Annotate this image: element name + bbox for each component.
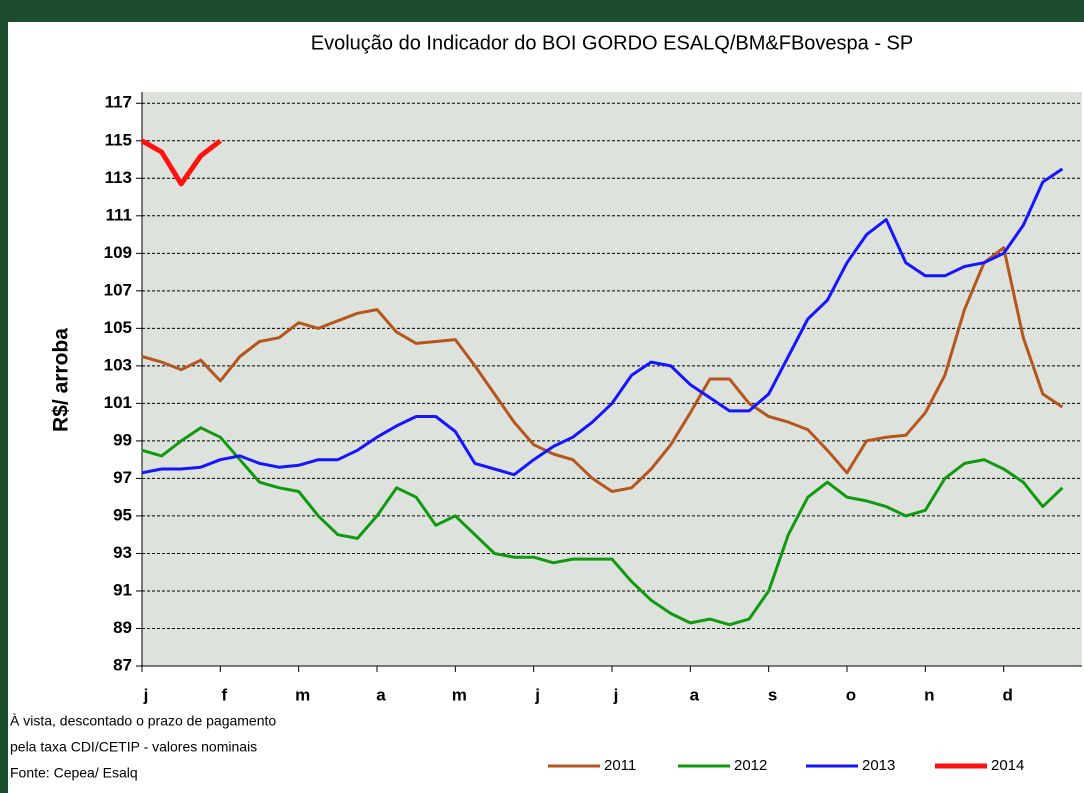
x-tick-label: m	[295, 685, 310, 704]
x-tick-label: a	[690, 685, 700, 704]
x-tick-label: j	[143, 685, 149, 704]
legend-label: 2011	[604, 757, 636, 774]
x-tick-label: a	[376, 685, 386, 704]
x-tick-label: f	[221, 685, 227, 704]
x-tick-label: j	[613, 685, 619, 704]
y-tick-label: 105	[104, 318, 132, 337]
x-tick-label: j	[534, 685, 540, 704]
y-tick-label: 89	[113, 618, 132, 637]
y-tick-label: 117	[105, 93, 132, 112]
x-tick-label: s	[768, 685, 777, 704]
y-tick-label: 99	[113, 430, 132, 449]
y-tick-label: 101	[104, 393, 132, 412]
y-tick-label: 93	[113, 543, 132, 562]
x-tick-label: n	[924, 685, 934, 704]
plot-area	[142, 92, 1082, 666]
y-tick-label: 103	[104, 355, 132, 374]
legend-label: 2012	[734, 757, 767, 774]
y-tick-label: 115	[105, 130, 132, 149]
y-tick-label: 111	[106, 205, 133, 224]
y-tick-label: 113	[105, 168, 132, 187]
note: À vista, descontado o prazo de pagamento	[10, 713, 276, 729]
legend-label: 2013	[862, 757, 895, 774]
note: pela taxa CDI/CETIP - valores nominais	[10, 739, 257, 755]
series-line	[141, 246, 1064, 493]
note: Fonte: Cepea/ Esalq	[10, 765, 138, 781]
y-tick-label: 91	[113, 580, 132, 599]
y-tick-label: 97	[113, 468, 132, 487]
y-tick-label: 107	[104, 280, 132, 299]
legend-label: 2014	[991, 757, 1024, 774]
y-tick-label: 95	[113, 505, 132, 524]
x-tick-label: d	[1002, 685, 1012, 704]
y-tick-label: 109	[104, 243, 132, 262]
x-tick-label: o	[846, 685, 856, 704]
chart-title: Evolução do Indicador do BOI GORDO ESALQ…	[311, 32, 914, 54]
series-line	[141, 426, 1064, 627]
y-tick-label: 87	[113, 655, 132, 674]
series-line	[141, 167, 1064, 477]
y-axis-label: R$/ arroba	[50, 328, 73, 432]
series-line	[140, 138, 222, 187]
x-tick-label: m	[452, 685, 467, 704]
